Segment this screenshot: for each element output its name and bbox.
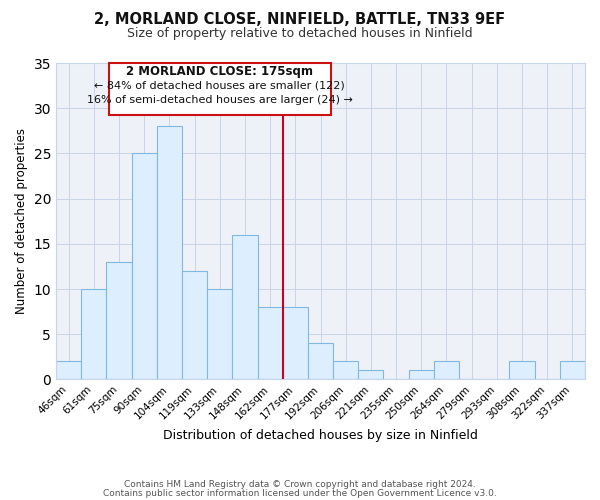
Text: ← 84% of detached houses are smaller (122): ← 84% of detached houses are smaller (12…: [94, 80, 345, 90]
Bar: [257, 307, 283, 380]
Bar: [409, 370, 434, 380]
Bar: [56, 362, 81, 380]
Text: 2 MORLAND CLOSE: 175sqm: 2 MORLAND CLOSE: 175sqm: [126, 66, 313, 78]
X-axis label: Distribution of detached houses by size in Ninfield: Distribution of detached houses by size …: [163, 430, 478, 442]
Bar: [157, 126, 182, 380]
Bar: [182, 271, 207, 380]
Bar: [232, 235, 257, 380]
Bar: [333, 362, 358, 380]
Text: Contains public sector information licensed under the Open Government Licence v3: Contains public sector information licen…: [103, 490, 497, 498]
Text: Size of property relative to detached houses in Ninfield: Size of property relative to detached ho…: [127, 28, 473, 40]
Bar: [358, 370, 383, 380]
Bar: [308, 344, 333, 380]
Text: 2, MORLAND CLOSE, NINFIELD, BATTLE, TN33 9EF: 2, MORLAND CLOSE, NINFIELD, BATTLE, TN33…: [94, 12, 506, 28]
Bar: [109, 63, 331, 116]
Y-axis label: Number of detached properties: Number of detached properties: [15, 128, 28, 314]
Bar: [81, 289, 106, 380]
Bar: [207, 289, 232, 380]
Bar: [283, 307, 308, 380]
Bar: [560, 362, 585, 380]
Bar: [434, 362, 459, 380]
Text: Contains HM Land Registry data © Crown copyright and database right 2024.: Contains HM Land Registry data © Crown c…: [124, 480, 476, 489]
Bar: [131, 154, 157, 380]
Bar: [106, 262, 131, 380]
Bar: [509, 362, 535, 380]
Text: 16% of semi-detached houses are larger (24) →: 16% of semi-detached houses are larger (…: [87, 95, 353, 105]
